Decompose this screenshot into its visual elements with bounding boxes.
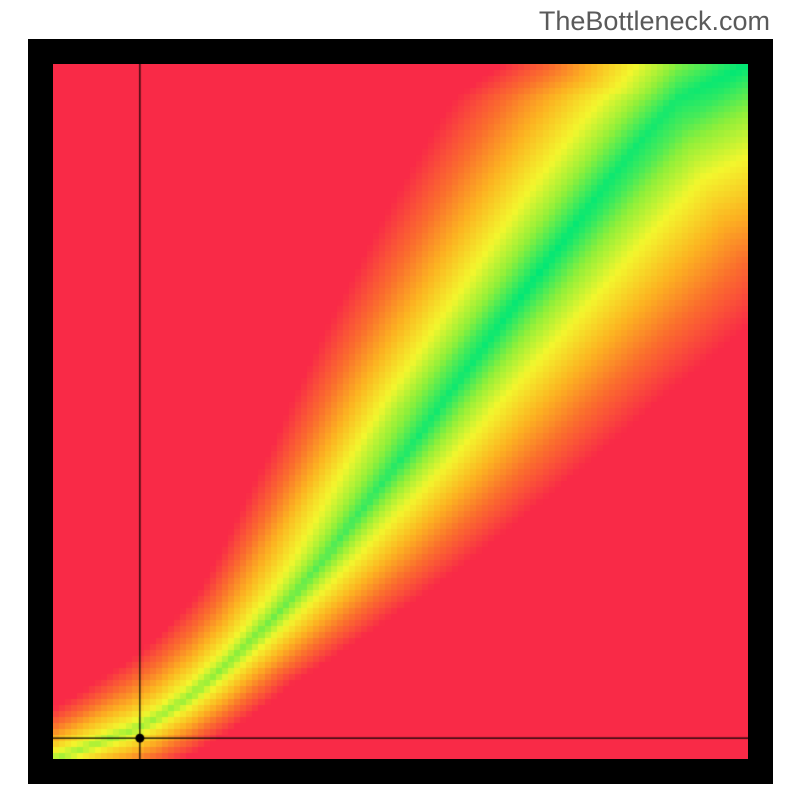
bottleneck-heatmap [53,64,748,759]
chart-container: TheBottleneck.com [0,0,800,800]
watermark-text: TheBottleneck.com [539,6,770,37]
